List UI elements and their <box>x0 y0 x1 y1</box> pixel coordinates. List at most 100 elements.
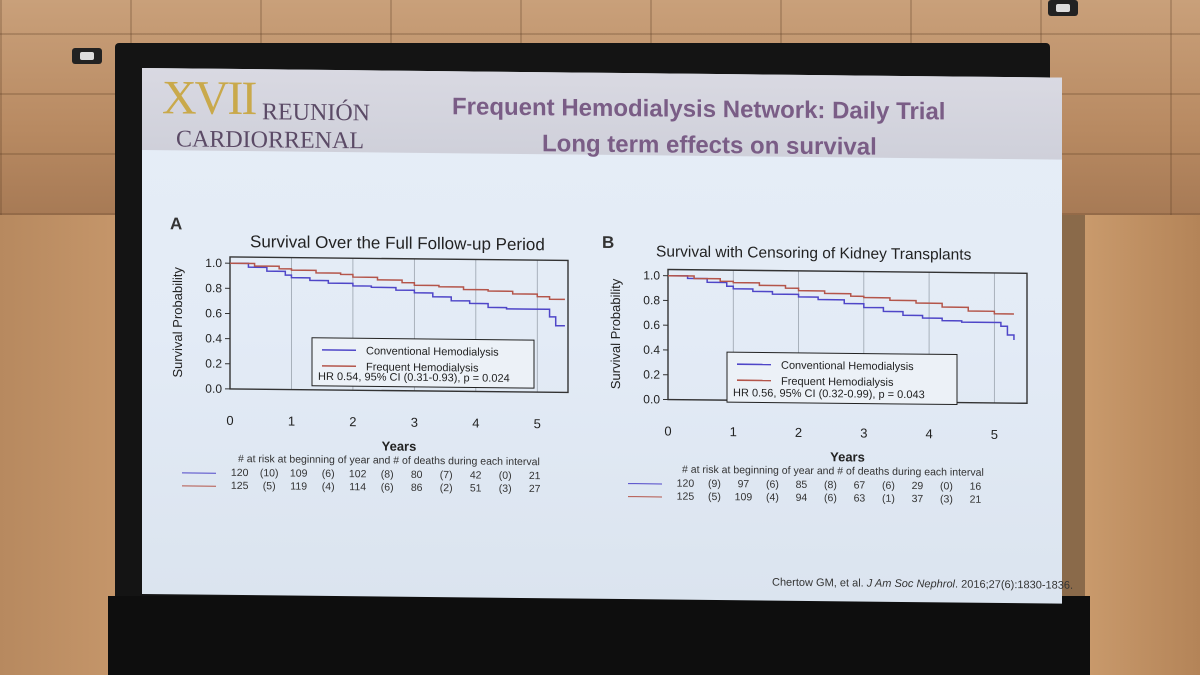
citation: Chertow GM, et al. J Am Soc Nephrol. 201… <box>772 577 1073 592</box>
presentation-slide: XVII REUNIÓN CARDIORRENAL Frequent Hemod… <box>142 68 1073 604</box>
panel-a-risk-cell: (3) <box>498 482 512 495</box>
slide-title-line2: Long term effects on survival <box>542 130 877 161</box>
panel-b-risk-cell: 29 <box>911 480 924 493</box>
chart-b-x-tick-label: 2 <box>795 425 802 440</box>
logo-number: XVII <box>162 71 256 126</box>
ceiling-light <box>72 48 102 64</box>
panel-b-risk-cell: 85 <box>795 478 808 491</box>
slide-title-line1: Frequent Hemodialysis Network: Daily Tri… <box>452 93 946 126</box>
panel-a-risk-cell: 51 <box>469 482 482 495</box>
chart-a-legend-box <box>311 337 535 389</box>
chart-a-y-tick-label: 1.0 <box>205 256 222 270</box>
chart-b-legend-box <box>726 351 958 406</box>
chart-a-legend-label: Conventional Hemodialysis <box>366 345 499 358</box>
chart-b-x-tick-label: 4 <box>925 426 932 441</box>
panel-a-risk-cell: 125 <box>230 479 249 493</box>
panel-a-risk-cell: 21 <box>528 470 541 483</box>
panel-a-risk-cell: (5) <box>262 480 276 493</box>
panel-a-risk-cell: (6) <box>380 481 394 494</box>
panel-b-risk-cell: (6) <box>766 478 779 491</box>
chart-b-x-tick-label: 1 <box>730 424 737 439</box>
chart-b-series-line-frequent <box>668 274 1014 315</box>
logo-line1: REUNIÓN <box>262 99 370 127</box>
panel-a-risk-cell: 80 <box>410 468 423 481</box>
chart-a: 0.0 0.2 0.4 0.6 0.8 1.0 0 1 2 3 4 5 Years Survival Pr… <box>170 256 569 454</box>
chart-b-hazard-ratio-text: HR 0.56, 95% CI (0.32-0.99), p = 0.043 <box>733 387 925 401</box>
risk-swatch-conventional <box>182 472 216 474</box>
panel-letter-a: A <box>170 214 183 234</box>
chart-a-x-tick-label: 5 <box>534 416 541 431</box>
risk-swatch-frequent <box>182 485 216 487</box>
chart-a-hazard-ratio-text: HR 0.54, 95% CI (0.31-0.93), p = 0.024 <box>318 371 510 385</box>
chart-a-x-tick-label: 4 <box>472 415 479 430</box>
panel-a-risk-cell: (0) <box>498 469 512 482</box>
chart-b-y-axis-label: Survival Probability <box>608 278 623 389</box>
panel-b-risk-cell: 120 <box>676 477 695 490</box>
chart-b: 0.0 0.2 0.4 0.6 0.8 1.0 0 1 2 3 4 5 Years Survival Pr… <box>608 268 1028 465</box>
chart-a-y-tick-label: 0.0 <box>205 382 222 396</box>
citation-details: . 2016;27(6):1830-1836. <box>955 578 1074 592</box>
panel-a-risk-header: # at risk at beginning of year and # of … <box>238 453 540 469</box>
chart-b-x-tick-label: 3 <box>860 426 867 441</box>
panel-b-risk-cell: (9) <box>708 477 721 491</box>
panel-a-risk-cell: 86 <box>410 481 423 494</box>
panel-b-risk-cell: (6) <box>824 492 837 505</box>
panel-a-risk-cell: 114 <box>349 481 367 494</box>
panel-b-risk-row-frequent: 125 (5) 109 (4) 94 (6) 63 (1) 37 (3) 21 <box>628 490 990 506</box>
chart-b-y-tick-label: 0.0 <box>643 392 660 406</box>
chart-a-x-tick-label: 1 <box>288 414 295 429</box>
chart-b-y-tick-label: 0.2 <box>643 367 660 381</box>
risk-swatch-frequent <box>628 495 662 498</box>
chart-a-legend-label: Frequent Hemodialysis <box>366 361 479 374</box>
panel-b-risk-cell: 16 <box>969 480 982 493</box>
panel-a-risk-cell: (7) <box>439 469 453 482</box>
chart-a-y-axis-label: Survival Probability <box>170 267 185 378</box>
panel-a-risk-row-frequent: 125 (5) 119 (4) 114 (6) 86 (2) 51 (3) 27 <box>182 479 549 495</box>
chart-a-series-line-conventional <box>230 262 565 327</box>
panel-a-risk-cell: 120 <box>230 466 249 480</box>
chart-a-y-tick-label: 0.4 <box>205 331 222 345</box>
panel-b-risk-cell: (8) <box>824 479 837 492</box>
panel-b-risk-cell: (4) <box>766 491 779 504</box>
chart-a-x-tick-label: 2 <box>349 414 356 429</box>
panel-a-risk-cell: 42 <box>469 469 482 482</box>
panel-b-risk-cell: 63 <box>853 492 866 505</box>
chart-a-x-axis-label: Years <box>382 439 417 454</box>
panel-b-risk-cell: (3) <box>940 493 953 506</box>
chart-b-y-tick-label: 0.6 <box>643 318 660 332</box>
panel-b-risk-cell: (6) <box>882 479 895 492</box>
risk-swatch-conventional <box>628 482 662 485</box>
chart-a-plot-frame <box>229 256 569 394</box>
panel-a-risk-cell: 109 <box>289 467 308 480</box>
panel-b-risk-cell: 21 <box>969 493 982 506</box>
citation-authors: Chertow GM, et al. <box>772 576 867 590</box>
chart-b-y-tick-label: 0.4 <box>643 343 660 357</box>
logo-line2: CARDIORRENAL <box>176 126 365 155</box>
chart-b-legend-label: Frequent Hemodialysis <box>781 376 894 389</box>
panel-b-risk-cell: (5) <box>708 490 721 504</box>
chart-a-y-tick-label: 0.6 <box>205 306 222 320</box>
panel-a-risk-cell: (6) <box>321 467 335 481</box>
screen-stand <box>108 596 1090 675</box>
chart-b-y-tick-label: 0.8 <box>643 293 660 307</box>
chart-a-y-tick-label: 0.2 <box>205 357 222 371</box>
chart-a-y-tick-label: 0.8 <box>205 281 222 295</box>
panel-b-risk-header: # at risk at beginning of year and # of … <box>682 463 984 479</box>
panel-a-risk-cell: (4) <box>321 480 335 494</box>
chart-b-x-tick-label: 5 <box>991 427 998 442</box>
panel-b-risk-cell: 125 <box>676 490 695 503</box>
chart-b-series-line-conventional <box>668 274 1015 340</box>
panel-a-risk-cell: (8) <box>380 468 394 481</box>
panel-a-risk-cell: 102 <box>348 468 367 481</box>
chart-b-legend-label: Conventional Hemodialysis <box>781 360 914 373</box>
panel-b-risk-cell: (0) <box>940 480 953 493</box>
wall-right <box>1085 215 1200 675</box>
panel-a-risk-cell: 119 <box>290 480 308 493</box>
panel-letter-b: B <box>602 232 615 252</box>
panel-a-risk-cell: (2) <box>439 482 453 495</box>
chart-b-x-axis-label: Years <box>830 449 865 464</box>
panel-b-risk-cell: 37 <box>911 493 924 506</box>
panel-b-risk-cell: 97 <box>737 478 750 491</box>
chart-a-series-line-frequent <box>230 262 565 301</box>
wall-left <box>0 215 120 675</box>
